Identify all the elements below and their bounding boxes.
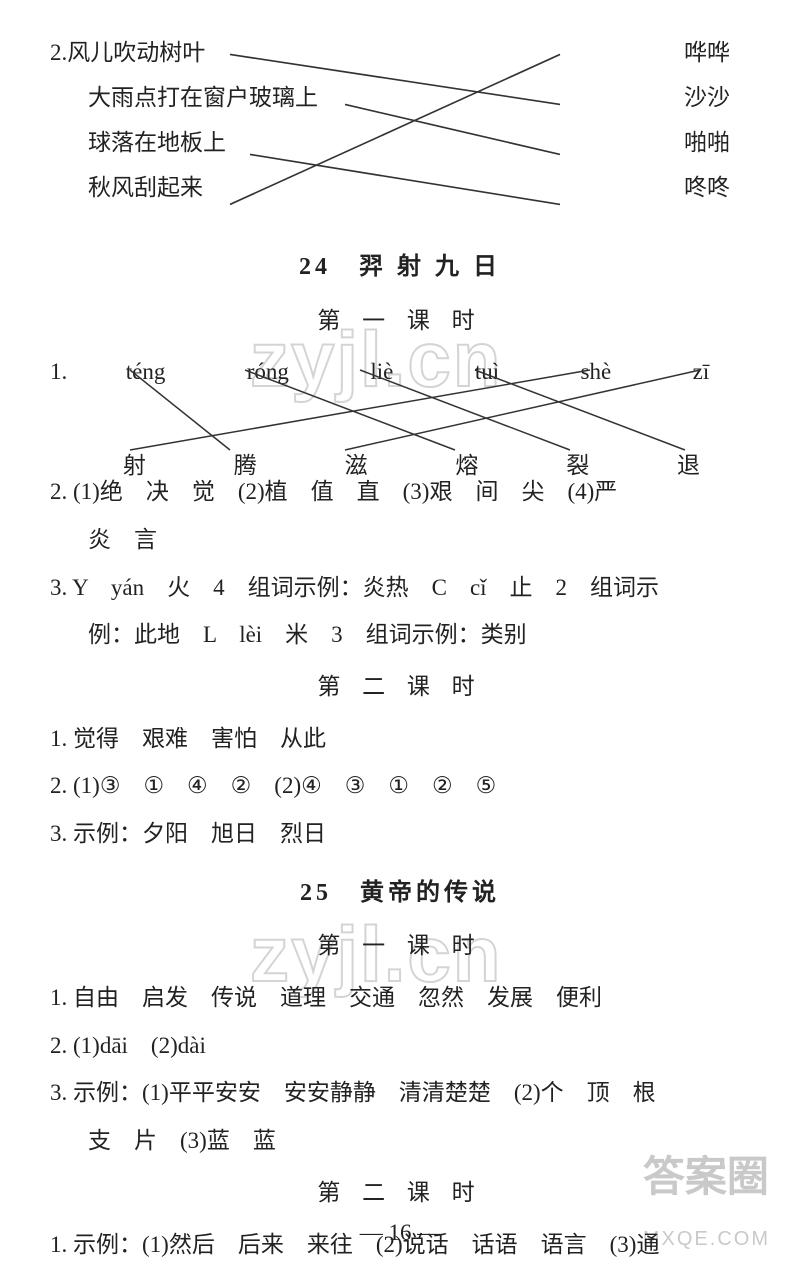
lesson-25-subtitle-2: 第 二 课 时 (50, 1171, 750, 1215)
matching-exercise-1: 2.风儿吹动树叶 大雨点打在窗户玻璃上 球落在地板上 秋风刮起来 哗哗 沙沙 啪… (50, 30, 750, 230)
lesson24-s2-q1: 1. 觉得 艰难 害怕 从此 (50, 717, 750, 761)
lesson25-q3: 3. 示例：(1)平平安安 安安静静 清清楚楚 (2)个 顶 根 (50, 1071, 750, 1115)
matching-lines-2 (50, 350, 750, 470)
lesson25-q1: 1. 自由 启发 传说 道理 交通 忽然 发展 便利 (50, 976, 750, 1020)
lesson-25-subtitle-1: 第 一 课 时 (50, 924, 750, 968)
lesson24-q3-cont: 例：此地 L lèi 米 3 组词示例：类别 (50, 613, 750, 657)
main-content: 2.风儿吹动树叶 大雨点打在窗户玻璃上 球落在地板上 秋风刮起来 哗哗 沙沙 啪… (50, 30, 750, 1266)
lesson24-q2-cont: 炎 言 (50, 518, 750, 562)
pinyin-matching: 1. téng róng liè tuì shè zī 射 腾 滋 熔 裂 退 (50, 350, 750, 470)
lesson24-s2-q3: 3. 示例：夕阳 旭日 烈日 (50, 812, 750, 856)
lesson25-q3-cont: 支 片 (3)蓝 蓝 (50, 1119, 750, 1163)
lesson25-s2-q1: 1. 示例：(1)然后 后来 来往 (2)说话 话语 语言 (3)通 (50, 1223, 750, 1267)
lesson-24-subtitle-2: 第 二 课 时 (50, 665, 750, 709)
lesson-24-subtitle-1: 第 一 课 时 (50, 299, 750, 343)
lesson-25-title: 25 黄帝的传说 (50, 871, 750, 917)
lesson24-q3: 3. Y yán 火 4 组词示例：炎热 C cǐ 止 2 组词示 (50, 566, 750, 610)
lesson-24-title: 24 羿 射 九 日 (50, 245, 750, 291)
matching-lines-1 (50, 30, 750, 230)
lesson24-s2-q2: 2. (1)③ ① ④ ② (2)④ ③ ① ② ⑤ (50, 764, 750, 808)
lesson25-q2: 2. (1)dāi (2)dài (50, 1024, 750, 1068)
